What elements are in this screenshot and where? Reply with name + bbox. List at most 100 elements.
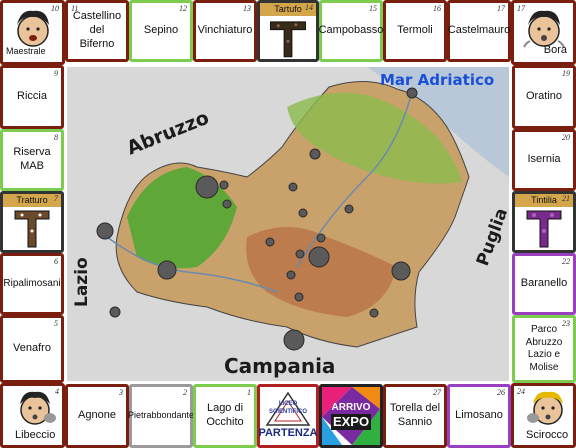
cell-baranello[interactable]: 22 Baranello [512, 253, 576, 315]
cell-label: Riccia [17, 90, 47, 103]
corner-number: 4 [55, 387, 59, 396]
cell-number: 15 [369, 4, 377, 13]
cell-number: 23 [562, 319, 570, 328]
cell-partenza[interactable]: LICEO SCIENTIFICO PARTENZA [257, 384, 319, 448]
map-svg: Mar Adriatico Abruzzo Campania Lazio Pug… [72, 67, 509, 378]
partenza-label: PARTENZA [258, 427, 318, 440]
molise-map: Mar Adriatico Abruzzo Campania Lazio Pug… [67, 67, 509, 381]
cell-label: Agnone [78, 409, 116, 422]
town-marker[interactable] [391, 261, 411, 281]
cell-number: 26 [497, 388, 505, 397]
cell-torella-del-sannio[interactable]: 27 Torella del Sannio [383, 384, 447, 448]
cell-label: Riserva MAB [13, 146, 51, 172]
town-marker[interactable] [294, 292, 304, 302]
town-marker[interactable] [298, 208, 308, 218]
cell-ripalimosani[interactable]: 6 Ripalimosani [0, 253, 64, 315]
cell-label: Parco Abruzzo Lazio e Molise [525, 324, 563, 373]
town-marker[interactable] [316, 233, 326, 243]
town-marker[interactable] [195, 175, 219, 199]
corner-name: Scirocco [526, 429, 569, 441]
cell-number: 5 [54, 319, 58, 328]
cell-lago-di-occhito[interactable]: 1 Lago di Occhito [193, 384, 257, 448]
town-marker[interactable] [219, 180, 229, 190]
cell-label: Limosano [455, 409, 503, 422]
region-label-abruzzo: Abruzzo [124, 107, 212, 160]
cell-castelmauro[interactable]: 17 Castelmauro [447, 0, 511, 62]
cell-number: 12 [179, 4, 187, 13]
town-marker[interactable] [308, 246, 330, 268]
region-label-lazio: Lazio [72, 257, 92, 307]
town-marker[interactable] [369, 308, 379, 318]
cell-label: Torella del Sannio [389, 402, 441, 428]
cell-venafro[interactable]: 5 Venafro [0, 315, 64, 383]
town-marker[interactable] [157, 260, 177, 280]
town-marker[interactable] [109, 306, 121, 318]
cell-number: 11 [71, 4, 79, 13]
cell-number: 3 [119, 388, 123, 397]
cell-termoli[interactable]: 16 Termoli [383, 0, 447, 62]
cell-parco-abruzzo[interactable]: 23 Parco Abruzzo Lazio e Molise [512, 315, 576, 383]
corner-maestrale[interactable]: 10 Maestrale [0, 0, 65, 65]
cell-label: Castellino del Biferno [72, 10, 122, 50]
town-marker[interactable] [96, 222, 114, 240]
corner-number: 17 [517, 4, 525, 13]
corner-number: 24 [517, 387, 525, 396]
cell-oratino[interactable]: 19 Oratino [512, 65, 576, 129]
cell-tratturo[interactable]: Tratturo 7 [0, 191, 64, 253]
cell-label: Isernia [527, 153, 561, 166]
town-marker[interactable] [222, 199, 232, 209]
cell-pietrabbondante[interactable]: 2 Pietrabbondante [128, 384, 194, 448]
corner-name: Libeccio [15, 429, 56, 441]
corner-bora[interactable]: 17 Bora [511, 0, 576, 65]
corner-number: 10 [51, 4, 59, 13]
cell-number: 1 [247, 388, 251, 397]
cell-label: Termoli [397, 24, 433, 37]
town-marker[interactable] [288, 182, 298, 192]
special-header: Tintilia 21 [515, 194, 573, 208]
corner-libeccio[interactable]: 4 Libeccio [0, 383, 65, 448]
green-area [287, 92, 462, 184]
cell-number: 20 [562, 133, 570, 142]
special-header: Tratturo 7 [3, 194, 61, 208]
cell-agnone[interactable]: 3 Agnone [65, 384, 129, 448]
cell-number: 2 [183, 388, 187, 397]
corner-scirocco[interactable]: 24 Scirocco [511, 383, 576, 448]
cell-arrivo[interactable]: ARRIVO EXPO [319, 384, 383, 448]
cell-campobasso[interactable]: 15 Campobasso [319, 0, 383, 62]
town-marker[interactable] [344, 204, 354, 214]
cell-label: Vinchiaturo [197, 24, 253, 37]
cell-label: Baranello [520, 277, 568, 290]
cell-castellino-del-biferno[interactable]: 11 Castellino del Biferno [65, 0, 129, 62]
cell-number: 16 [433, 4, 441, 13]
town-marker[interactable] [309, 148, 321, 160]
river [106, 236, 278, 293]
cell-label: Oratino [525, 90, 563, 103]
town-marker[interactable] [265, 237, 275, 247]
town-marker[interactable] [286, 270, 296, 280]
cell-vinchiaturo[interactable]: 13 Vinchiaturo [193, 0, 257, 62]
cell-number: 13 [243, 4, 251, 13]
town-marker[interactable] [283, 329, 305, 351]
cell-number: 9 [54, 69, 58, 78]
cell-riserva-mab[interactable]: 8 Riserva MAB [0, 129, 64, 191]
cell-label: Ripalimosani [3, 277, 61, 289]
cell-label: Sepino [143, 24, 179, 37]
cell-sepino[interactable]: 12 Sepino [129, 0, 193, 62]
cell-label: Pietrabbondante [127, 410, 195, 421]
corner-name: Maestrale [6, 46, 46, 56]
cell-label: Tartufo [274, 4, 302, 14]
cell-label: Lago di Occhito [206, 402, 244, 428]
town-marker[interactable] [295, 249, 305, 259]
cell-isernia[interactable]: 20 Isernia [512, 129, 576, 191]
town-marker[interactable] [406, 87, 418, 99]
sea-label: Mar Adriatico [380, 71, 494, 89]
cell-tartufo[interactable]: Tartufo 14 [257, 0, 319, 62]
cell-tintilia[interactable]: Tintilia 21 [512, 191, 576, 253]
special-header: Tartufo 14 [260, 3, 316, 17]
cell-limosano[interactable]: 26 Limosano [447, 384, 511, 448]
cell-riccia[interactable]: 9 Riccia [0, 65, 64, 129]
wind-face-icon [523, 10, 565, 48]
tartufo-t-icon [270, 21, 306, 58]
cell-number: 6 [54, 257, 58, 266]
cell-number: 22 [562, 257, 570, 266]
